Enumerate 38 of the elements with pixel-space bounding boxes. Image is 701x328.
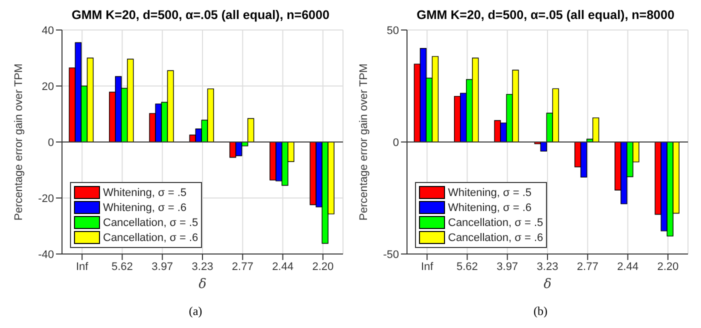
x-axis-title: δ [544, 277, 552, 292]
x-tick-label: 3.23 [536, 260, 558, 273]
y-tick-label: -40 [38, 248, 54, 261]
x-tick-label: 2.44 [617, 260, 638, 273]
y-tick-label: -20 [38, 192, 54, 205]
y-tick-label: 50 [386, 24, 399, 37]
legend-label: Whitening, σ = .5 [448, 186, 532, 198]
x-tick-label: 2.20 [312, 260, 334, 273]
y-tick-label: 20 [42, 80, 54, 93]
legend-label: Cancellation, σ = .5 [448, 216, 544, 228]
legend-label: Whitening, σ = .6 [103, 202, 187, 214]
y-axis-title: Percentage error gain over TPM [358, 64, 370, 220]
legend-label: Whitening, σ = .5 [103, 186, 187, 198]
x-tick-label: 2.77 [576, 260, 598, 273]
x-tick-label: Inf [76, 260, 90, 273]
x-tick-label: 2.20 [657, 260, 679, 273]
legend-label: Cancellation, σ = .6 [103, 232, 198, 244]
text: (b) [532, 304, 548, 319]
chart-title: GMM K=20, d=500, α=.05 (all equal), n=6000 [70, 8, 330, 24]
legend-label: Whitening, σ = .6 [448, 202, 532, 214]
legend-label: Cancellation, σ = .5 [103, 216, 198, 228]
x-tick-label: 3.97 [496, 260, 518, 273]
x-tick-label: 2.77 [232, 260, 254, 273]
x-axis-title: δ [198, 277, 207, 292]
y-tick-label: 0 [392, 136, 399, 149]
text: (a) [188, 304, 204, 319]
x-tick-label: 5.62 [456, 260, 478, 273]
x-tick-label: 3.23 [192, 260, 214, 273]
legend-label: Cancellation, σ = .6 [448, 232, 544, 244]
y-tick-label: 40 [42, 24, 54, 37]
x-tick-label: 5.62 [112, 260, 133, 273]
y-tick-label: -50 [383, 248, 399, 261]
x-tick-label: 2.44 [272, 260, 294, 273]
x-tick-label: Inf [420, 260, 434, 273]
y-axis-title: Percentage error gain over TPM [12, 64, 25, 220]
chart-title: GMM K=20, d=500, α=.05 (all equal), n=8000 [416, 8, 676, 24]
y-tick-label: 0 [48, 136, 54, 149]
x-tick-label: 3.97 [152, 260, 174, 273]
